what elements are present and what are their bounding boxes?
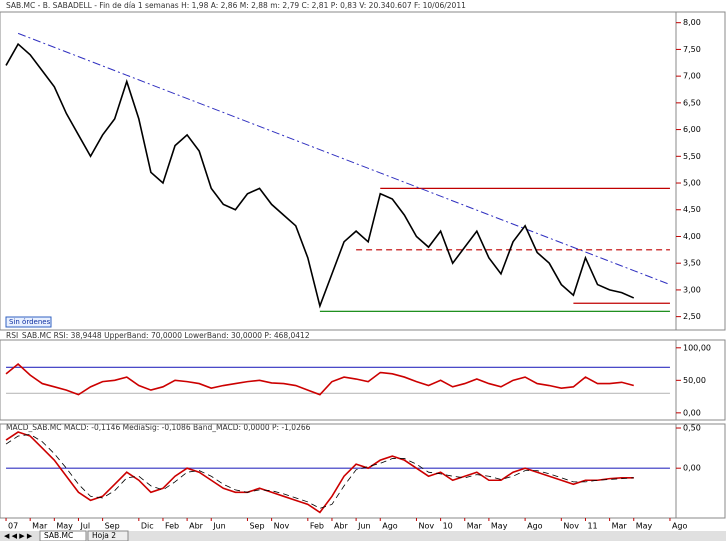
trend-line bbox=[17, 32, 671, 286]
x-tick-label: Ago bbox=[672, 522, 688, 531]
macd-header: MACD_SAB.MC MACD: -0,1146 MediaSig: -0,1… bbox=[6, 423, 311, 432]
x-tick-label: Mar bbox=[32, 522, 48, 531]
x-tick-label: Nov bbox=[563, 522, 579, 531]
series-line bbox=[5, 434, 634, 509]
x-tick-label: Ago bbox=[527, 522, 543, 531]
y-tick-label: 6,50 bbox=[683, 98, 701, 107]
y-tick-label: 2,50 bbox=[683, 312, 701, 321]
x-tick-label: Sep bbox=[249, 522, 264, 531]
tab[interactable] bbox=[87, 530, 129, 541]
x-tick-label: Feb bbox=[310, 522, 324, 531]
x-tick-label: Feb bbox=[165, 522, 179, 531]
tab-nav[interactable]: ◀ ◀ ▶ ▶ bbox=[4, 532, 33, 540]
series-line bbox=[5, 431, 634, 514]
x-tick-label: Nov bbox=[274, 522, 290, 531]
tab[interactable] bbox=[39, 530, 87, 541]
tab-label: Hoja 2 bbox=[92, 531, 116, 540]
y-tick-label: 8,00 bbox=[683, 18, 701, 27]
x-tick-label: Jun bbox=[357, 522, 371, 531]
x-tick-label: Abr bbox=[189, 522, 204, 531]
y-tick-label: 0,50 bbox=[683, 424, 701, 433]
y-tick-label: 3,00 bbox=[683, 285, 701, 294]
y-tick-label: 5,00 bbox=[683, 179, 701, 188]
y-tick-label: 7,00 bbox=[683, 72, 701, 81]
y-tick-label: 6,00 bbox=[683, 125, 701, 134]
y-tick-label: 0,00 bbox=[683, 464, 701, 473]
y-tick-label: 0,00 bbox=[683, 408, 701, 417]
x-tick-label: Sep bbox=[105, 522, 120, 531]
x-tick-label: 10 bbox=[443, 522, 453, 531]
orders-box[interactable] bbox=[5, 316, 52, 328]
series-line bbox=[5, 42, 635, 309]
panel-frame bbox=[0, 11, 726, 331]
orders-label: Sin órdenes bbox=[9, 318, 51, 326]
x-tick-label: Mar bbox=[612, 522, 628, 531]
x-tick-label: Jul bbox=[79, 522, 90, 531]
y-tick-label: 100,00 bbox=[683, 343, 711, 352]
panel-frame bbox=[0, 423, 726, 519]
x-tick-label: 07 bbox=[8, 522, 18, 531]
x-tick-label: Ago bbox=[382, 522, 398, 531]
x-tick-label: Nov bbox=[418, 522, 434, 531]
tab-label: SAB.MC bbox=[44, 531, 73, 540]
y-tick-label: 50,00 bbox=[683, 376, 706, 385]
panel-frame bbox=[0, 339, 726, 421]
x-tick-label: 11 bbox=[587, 522, 597, 531]
x-tick-label: May bbox=[56, 522, 73, 531]
x-tick-label: Dic bbox=[141, 522, 154, 531]
x-tick-label: May bbox=[636, 522, 653, 531]
tab-bar bbox=[0, 531, 726, 541]
y-tick-label: 3,50 bbox=[683, 259, 701, 268]
y-tick-label: 7,50 bbox=[683, 45, 701, 54]
x-tick-label: May bbox=[491, 522, 508, 531]
x-tick-label: Jun bbox=[212, 522, 226, 531]
y-tick-label: 4,50 bbox=[683, 205, 701, 214]
y-tick-label: 4,00 bbox=[683, 232, 701, 241]
y-tick-label: 5,50 bbox=[683, 152, 701, 161]
price-header: SAB.MC - B. SABADELL - Fin de día 1 sema… bbox=[6, 1, 466, 10]
x-tick-label: Abr bbox=[334, 522, 349, 531]
x-tick-label: Mar bbox=[467, 522, 483, 531]
series-line bbox=[5, 363, 634, 396]
rsi-header: RSI_SAB.MC RSI: 38,9448 UpperBand: 70,00… bbox=[6, 331, 310, 340]
